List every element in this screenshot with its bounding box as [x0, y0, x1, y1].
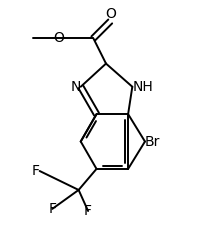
Text: F: F [84, 204, 92, 218]
Text: F: F [48, 202, 56, 216]
Text: F: F [32, 164, 40, 178]
Text: Br: Br [145, 135, 160, 148]
Text: N: N [70, 80, 81, 94]
Text: O: O [105, 8, 116, 21]
Text: NH: NH [132, 80, 153, 94]
Text: O: O [53, 31, 64, 45]
